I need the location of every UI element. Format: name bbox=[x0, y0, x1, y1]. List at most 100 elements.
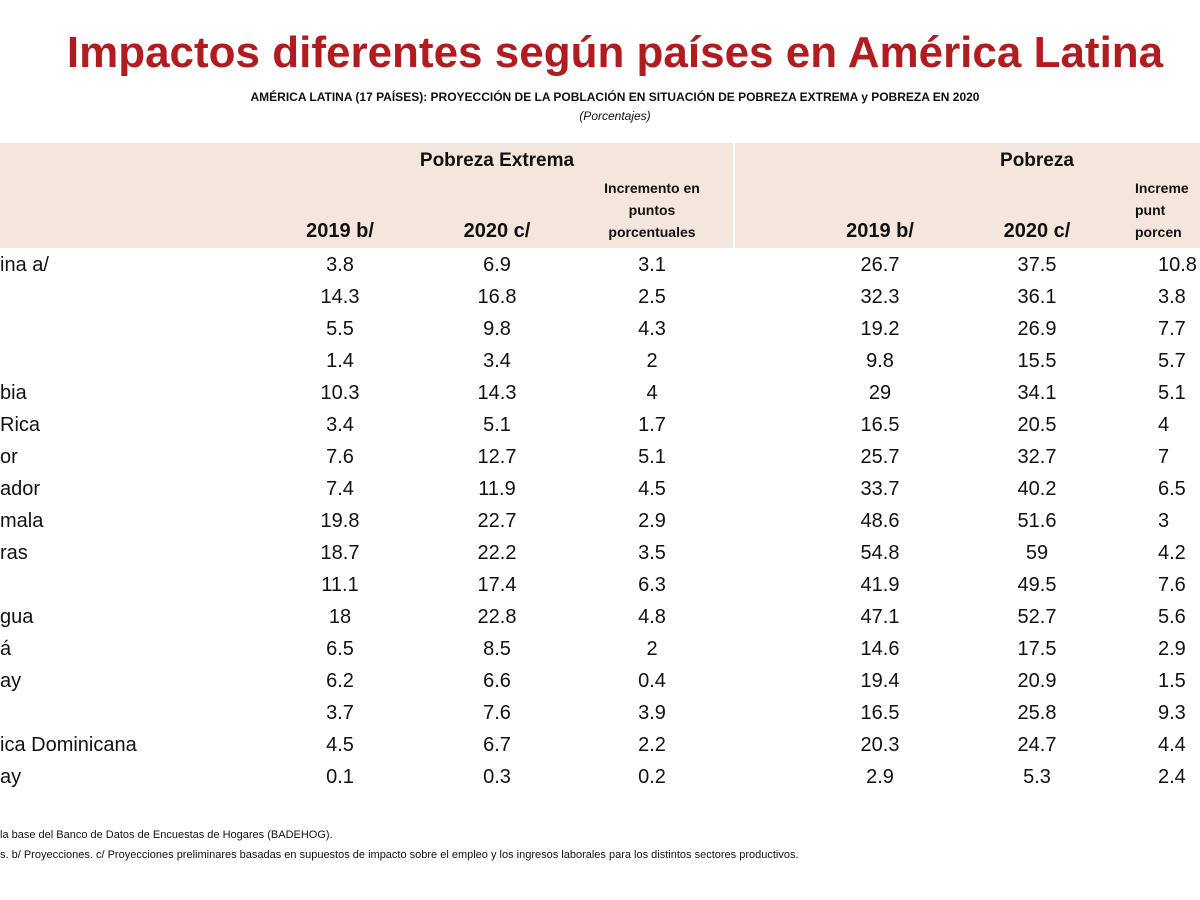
cell: 34.1 bbox=[1017, 382, 1057, 404]
cell: 2.9 bbox=[1158, 638, 1186, 660]
cell: 6.2 bbox=[326, 670, 354, 692]
cell: 19.8 bbox=[320, 510, 360, 532]
cell: 9.8 bbox=[866, 350, 894, 372]
cell: 19.2 bbox=[860, 318, 900, 340]
cell: 32.3 bbox=[860, 286, 900, 308]
cell: 2.9 bbox=[638, 510, 666, 532]
cell: 25.8 bbox=[1017, 702, 1057, 724]
cell: 5.1 bbox=[638, 446, 666, 468]
cell: 6.5 bbox=[1158, 478, 1186, 500]
row-label: mala bbox=[0, 510, 44, 532]
cell: 5.5 bbox=[326, 318, 354, 340]
cell: 0.3 bbox=[483, 766, 511, 788]
cell: 16.5 bbox=[860, 414, 900, 436]
cell: 52.7 bbox=[1017, 606, 1057, 628]
cell: 29 bbox=[868, 382, 892, 404]
cell: 3.8 bbox=[1158, 286, 1186, 308]
cell: 3.5 bbox=[638, 542, 666, 564]
cell: 4 bbox=[1158, 414, 1170, 436]
cell: 3.4 bbox=[483, 350, 511, 372]
cell: 26.9 bbox=[1017, 318, 1057, 340]
column-header: 2020 c/ bbox=[1003, 220, 1071, 242]
cell: 7.7 bbox=[1158, 318, 1186, 340]
cell: 6.9 bbox=[483, 254, 511, 276]
cell: 3.8 bbox=[326, 254, 354, 276]
cell: 6.6 bbox=[483, 670, 511, 692]
cell: 37.5 bbox=[1017, 254, 1057, 276]
cell: 33.7 bbox=[860, 478, 900, 500]
cell: 3.9 bbox=[638, 702, 666, 724]
cell: 49.5 bbox=[1017, 574, 1057, 596]
cell: 10.3 bbox=[320, 382, 360, 404]
cell: 6.5 bbox=[326, 638, 354, 660]
cell: 1.5 bbox=[1158, 670, 1186, 692]
cell: 4.4 bbox=[1158, 734, 1186, 756]
subtitle: AMÉRICA LATINA (17 PAÍSES): PROYECCIÓN D… bbox=[250, 90, 980, 104]
cell: 20.3 bbox=[860, 734, 900, 756]
group-divider bbox=[733, 143, 735, 248]
cell: 22.7 bbox=[477, 510, 517, 532]
cell: 3.1 bbox=[638, 254, 666, 276]
cell: 4.2 bbox=[1158, 542, 1186, 564]
cell: 4.3 bbox=[638, 318, 666, 340]
cell: 2.9 bbox=[866, 766, 894, 788]
cell: 2 bbox=[646, 638, 658, 660]
cell: 22.8 bbox=[477, 606, 517, 628]
row-label: ador bbox=[0, 478, 41, 500]
cell: 4 bbox=[646, 382, 658, 404]
row-label: ica Dominicana bbox=[0, 734, 137, 756]
cell: 12.7 bbox=[477, 446, 517, 468]
cell: 2 bbox=[646, 350, 658, 372]
cell: 20.9 bbox=[1017, 670, 1057, 692]
cell: 48.6 bbox=[860, 510, 900, 532]
cell: 14.6 bbox=[860, 638, 900, 660]
cell: 9.8 bbox=[483, 318, 511, 340]
cell: 20.5 bbox=[1017, 414, 1057, 436]
group-header: Pobreza Extrema bbox=[419, 150, 575, 171]
cell: 7.6 bbox=[483, 702, 511, 724]
row-label: or bbox=[0, 446, 18, 468]
cell: 5.1 bbox=[1158, 382, 1186, 404]
cell: 22.2 bbox=[477, 542, 517, 564]
column-header: puntos bbox=[628, 202, 676, 218]
cell: 3.7 bbox=[326, 702, 354, 724]
row-label: Rica bbox=[0, 414, 41, 436]
row-label: ras bbox=[0, 542, 28, 564]
row-label: gua bbox=[0, 606, 34, 628]
cell: 36.1 bbox=[1017, 286, 1057, 308]
cell: 54.8 bbox=[860, 542, 900, 564]
column-header: Incremento en bbox=[604, 180, 700, 196]
column-header: 2020 c/ bbox=[463, 220, 531, 242]
cell: 7.4 bbox=[326, 478, 354, 500]
cell: 26.7 bbox=[860, 254, 900, 276]
cell: 7.6 bbox=[326, 446, 354, 468]
cell: 3 bbox=[1158, 510, 1170, 532]
column-header: porcentuales bbox=[608, 224, 696, 240]
cell: 41.9 bbox=[860, 574, 900, 596]
cell: 6.7 bbox=[483, 734, 511, 756]
cell: 11.1 bbox=[321, 574, 359, 596]
title: Impactos diferentes según países en Amér… bbox=[66, 28, 1164, 77]
cell: 14.3 bbox=[477, 382, 517, 404]
cell: 59 bbox=[1025, 542, 1049, 564]
cell: 17.4 bbox=[477, 574, 517, 596]
cell: 14.3 bbox=[320, 286, 360, 308]
row-label: ina a/ bbox=[0, 254, 49, 276]
cell: 19.4 bbox=[860, 670, 900, 692]
cell: 2.4 bbox=[1158, 766, 1186, 788]
cell: 25.7 bbox=[860, 446, 900, 468]
cell: 3.4 bbox=[326, 414, 354, 436]
cell: 6.3 bbox=[638, 574, 666, 596]
cell: 2.2 bbox=[638, 734, 666, 756]
footnote: s. b/ Proyecciones. c/ Proyecciones prel… bbox=[0, 849, 799, 861]
column-header: 2019 b/ bbox=[306, 220, 374, 242]
cell: 1.7 bbox=[638, 414, 666, 436]
row-label: ay bbox=[0, 670, 22, 692]
cell: 1.4 bbox=[326, 350, 354, 372]
unit-note: (Porcentajes) bbox=[579, 109, 651, 123]
cell: 24.7 bbox=[1017, 734, 1057, 756]
cell: 5.1 bbox=[483, 414, 511, 436]
cell: 16.5 bbox=[860, 702, 900, 724]
cell: 5.6 bbox=[1158, 606, 1186, 628]
